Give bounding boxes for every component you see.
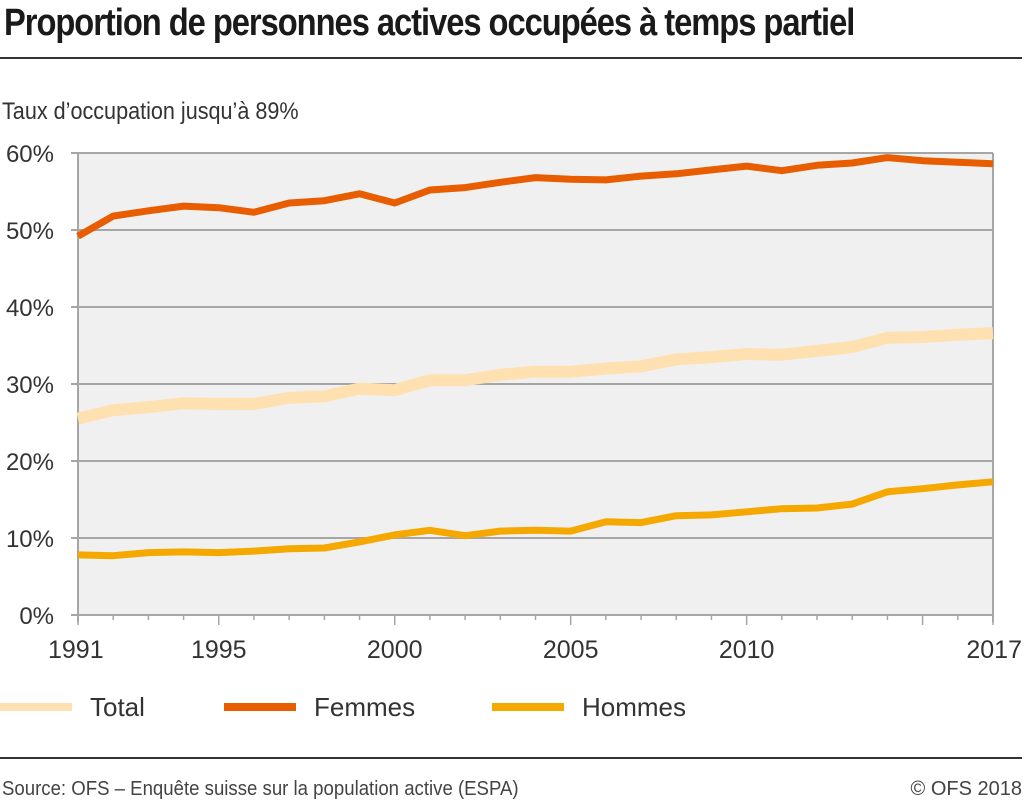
- y-axis-labels: 0% 10% 20% 30% 40% 50% 60%: [6, 141, 54, 630]
- y-tick-label: 20%: [6, 449, 54, 476]
- y-tick-label: 10%: [6, 526, 54, 553]
- y-tick-label: 60%: [6, 141, 54, 168]
- legend-label-total: Total: [90, 691, 145, 722]
- x-tick-label: 2005: [543, 636, 599, 664]
- copyright: © OFS 2018: [910, 778, 1022, 800]
- line-chart: 0% 10% 20% 30% 40% 50% 60% 1991 1995 2000 2005 201…: [6, 141, 1022, 664]
- legend-item-hommes[interactable]: Hommes: [492, 692, 686, 722]
- series-lines: [76, 154, 994, 560]
- series-line-total: [76, 327, 994, 425]
- chart-subtitle: Taux d’occupation jusqu’à 89%: [2, 98, 299, 125]
- x-tick-label: 2010: [719, 636, 775, 664]
- legend-swatch-femmes: [224, 703, 296, 711]
- legend-swatch-total: [0, 703, 72, 711]
- title-divider: [0, 57, 1022, 59]
- y-tick-label: 30%: [6, 372, 54, 399]
- y-tick-label: 40%: [6, 295, 54, 322]
- x-axis-labels: 1991 1995 2000 2005 2010 2017: [48, 636, 1022, 664]
- legend-label-hommes: Hommes: [582, 691, 687, 722]
- y-tick-label: 0%: [19, 603, 54, 630]
- gridlines: [71, 152, 994, 625]
- legend-label-femmes: Femmes: [314, 691, 416, 722]
- x-tick-label: 2017: [966, 636, 1022, 664]
- x-tick-label: 1995: [191, 636, 247, 664]
- legend-item-total[interactable]: Total: [0, 692, 145, 722]
- y-tick-label: 50%: [6, 218, 54, 245]
- x-tick-label: 2000: [367, 636, 423, 664]
- legend-item-femmes[interactable]: Femmes: [224, 692, 415, 722]
- x-tick-label: 1991: [48, 636, 104, 664]
- series-line-femmes: [76, 154, 994, 240]
- footer-divider: [0, 757, 1022, 759]
- source-note: Source: OFS – Enquête suisse sur la popu…: [2, 778, 519, 800]
- legend: Total Femmes Hommes: [0, 692, 1024, 722]
- legend-swatch-hommes: [492, 703, 564, 711]
- series-line-hommes: [77, 478, 994, 560]
- chart-title: Proportion de personnes actives occupées…: [4, 2, 855, 44]
